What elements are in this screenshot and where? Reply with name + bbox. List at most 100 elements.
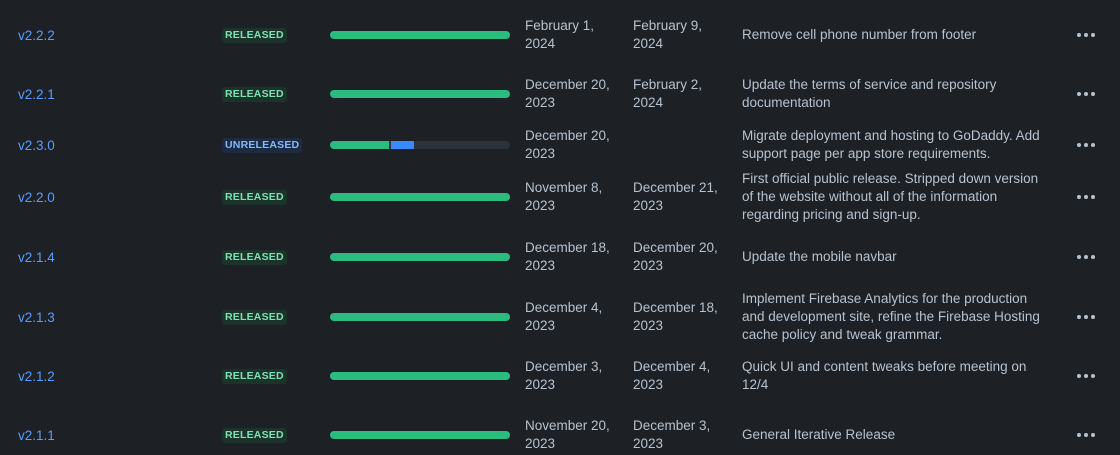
actions-cell [1072,170,1100,224]
more-horizontal-icon [1077,92,1095,96]
progress-done-segment [330,193,510,201]
progress-bar [330,141,510,149]
version-link[interactable]: v2.3.0 [18,137,55,153]
release-date [633,120,729,170]
version-row: v2.2.1 RELEASED December 20, 2023 Februa… [0,69,1120,119]
start-date: December 20, 2023 [525,77,610,110]
version-row: v2.1.2 RELEASED December 3, 2023 Decembe… [0,351,1120,401]
progress-cell [330,69,510,119]
start-date: December 3, 2023 [525,359,603,392]
more-actions-button[interactable] [1073,251,1099,263]
actions-cell [1072,10,1100,60]
progress-cell [330,410,510,455]
progress-bar [330,90,510,98]
progress-done-segment [330,141,389,149]
more-horizontal-icon [1077,374,1095,378]
actions-cell [1072,351,1100,401]
more-actions-button[interactable] [1073,88,1099,100]
more-horizontal-icon [1077,315,1095,319]
progress-bar [330,193,510,201]
more-horizontal-icon [1077,195,1095,199]
status-badge: RELEASED [222,27,287,43]
start-date: November 8, 2023 [525,180,603,213]
version-row: v2.2.0 RELEASED November 8, 2023 Decembe… [0,170,1120,224]
status-badge: UNRELEASED [222,137,303,153]
more-actions-button[interactable] [1073,311,1099,323]
progress-done-segment [330,253,510,261]
status-cell: RELEASED [222,170,322,224]
progress-cell [330,10,510,60]
version-row: v2.2.2 RELEASED February 1, 2024 Februar… [0,10,1120,60]
start-date: December 4, 2023 [525,300,603,333]
more-actions-button[interactable] [1073,29,1099,41]
more-horizontal-icon [1077,33,1095,37]
status-cell: RELEASED [222,232,322,282]
version-description: Remove cell phone number from footer [742,27,977,42]
start-date: November 20, 2023 [525,418,610,451]
progress-bar [330,313,510,321]
status-badge: RELEASED [222,427,287,443]
start-date: December 18, 2023 [525,240,610,273]
version-description: General Iterative Release [742,427,896,442]
version-description: First official public release. Stripped … [742,171,1039,222]
progress-cell [330,120,510,170]
actions-cell [1072,120,1100,170]
progress-done-segment [330,313,510,321]
progress-cell [330,351,510,401]
more-horizontal-icon [1077,255,1095,259]
progress-cell [330,290,510,344]
more-actions-button[interactable] [1073,429,1099,441]
progress-in-progress-segment [391,141,414,149]
release-date: February 9, 2024 [633,18,703,51]
release-date: December 18, 2023 [633,300,718,333]
progress-bar [330,431,510,439]
progress-done-segment [330,90,510,98]
version-link[interactable]: v2.1.2 [18,368,55,384]
version-link[interactable]: v2.2.1 [18,86,55,102]
release-date: December 3, 2023 [633,418,711,451]
progress-done-segment [330,431,510,439]
status-badge: RELEASED [222,249,287,265]
more-actions-button[interactable] [1073,191,1099,203]
more-horizontal-icon [1077,143,1095,147]
status-cell: RELEASED [222,410,322,455]
progress-bar [330,372,510,380]
actions-cell [1072,232,1100,282]
progress-bar [330,253,510,261]
status-badge: RELEASED [222,309,287,325]
status-cell: UNRELEASED [222,120,322,170]
version-description: Implement Firebase Analytics for the pro… [742,291,1040,342]
status-cell: RELEASED [222,290,322,344]
status-cell: RELEASED [222,69,322,119]
status-badge: RELEASED [222,189,287,205]
version-description: Quick UI and content tweaks before meeti… [742,359,1027,392]
actions-cell [1072,290,1100,344]
start-date: February 1, 2024 [525,18,595,51]
more-actions-button[interactable] [1073,370,1099,382]
version-link[interactable]: v2.1.1 [18,427,55,443]
status-badge: RELEASED [222,86,287,102]
progress-done-segment [330,31,510,39]
version-description: Update the mobile navbar [742,249,897,264]
more-actions-button[interactable] [1073,139,1099,151]
version-description: Migrate deployment and hosting to GoDadd… [742,128,1040,161]
version-link[interactable]: v2.1.3 [18,309,55,325]
more-horizontal-icon [1077,433,1095,437]
progress-cell [330,170,510,224]
version-link[interactable]: v2.1.4 [18,249,55,265]
version-description: Update the terms of service and reposito… [742,77,997,110]
release-date: December 20, 2023 [633,240,718,273]
progress-cell [330,232,510,282]
version-row: v2.1.3 RELEASED December 4, 2023 Decembe… [0,290,1120,344]
release-date: February 2, 2024 [633,77,703,110]
version-row: v2.3.0 UNRELEASED December 20, 2023 Migr… [0,120,1120,170]
status-badge: RELEASED [222,368,287,384]
release-date: December 4, 2023 [633,359,711,392]
progress-bar [330,31,510,39]
release-date: December 21, 2023 [633,180,718,213]
actions-cell [1072,69,1100,119]
version-link[interactable]: v2.2.0 [18,189,55,205]
version-row: v2.1.1 RELEASED November 20, 2023 Decemb… [0,410,1120,455]
version-link[interactable]: v2.2.2 [18,27,55,43]
